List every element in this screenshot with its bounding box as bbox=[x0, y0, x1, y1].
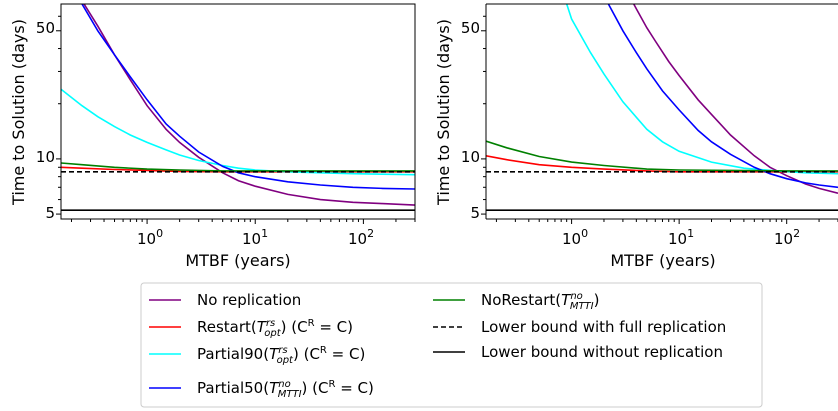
right-plot-lines bbox=[486, 4, 838, 211]
right-ytick-label-5: 5 bbox=[470, 204, 480, 222]
left-plot-lines bbox=[61, 4, 415, 211]
legend-frame bbox=[140, 282, 763, 408]
legend-label-no-replication: No replication bbox=[197, 291, 301, 309]
left-ticks bbox=[56, 15, 416, 224]
series-line-no-replication bbox=[83, 4, 415, 206]
legend-label-partial90: Partial90(Trs opt) (CR = C) bbox=[197, 345, 365, 366]
left-xtick-label-10-0: 100 bbox=[137, 227, 163, 248]
series-line-partial50 bbox=[81, 4, 415, 190]
right-yaxis-title: Time to Solution (days) bbox=[434, 19, 453, 206]
legend-label-lower-bound-without: Lower bound without replication bbox=[481, 343, 723, 361]
left-xaxis-title: MTBF (years) bbox=[185, 251, 290, 270]
right-xaxis-title: MTBF (years) bbox=[610, 251, 715, 270]
left-panel: 50 10 5 100 101 102 MTBF (years) Time to… bbox=[9, 3, 416, 270]
right-xtick-label-10-1: 101 bbox=[668, 227, 694, 248]
series-line-norestart bbox=[486, 140, 838, 172]
legend-label-partial50: Partial50(Tno MTTI) (CR = C) bbox=[197, 379, 374, 400]
series-line-partial50 bbox=[607, 4, 838, 189]
right-ytick-label-10: 10 bbox=[461, 148, 480, 166]
left-plot-frame bbox=[60, 3, 416, 220]
series-line-partial90 bbox=[61, 88, 415, 176]
right-ticks bbox=[481, 15, 838, 224]
legend-label-lower-bound-full: Lower bound with full replication bbox=[481, 318, 726, 336]
series-line-no-replication bbox=[632, 4, 838, 194]
right-xtick-label-10-2: 102 bbox=[774, 227, 800, 248]
left-ytick-label-5: 5 bbox=[45, 204, 55, 222]
legend-label-restart: Restart(Trs opt) (CR = C) bbox=[197, 318, 353, 339]
right-xtick-label-10-0: 100 bbox=[562, 227, 588, 248]
left-ytick-label-10: 10 bbox=[36, 148, 55, 166]
legend: No replication Restart(Trs opt) (CR = C) … bbox=[140, 282, 763, 408]
left-ytick-label-50: 50 bbox=[36, 19, 55, 37]
left-xtick-label-10-1: 101 bbox=[242, 227, 268, 248]
series-line-norestart bbox=[61, 162, 415, 172]
legend-label-norestart: NoRestart(Tno MTTI) bbox=[481, 291, 599, 312]
right-panel: 50 10 5 100 101 102 MTBF (years) Time to… bbox=[434, 3, 838, 270]
left-yaxis-title: Time to Solution (days) bbox=[9, 19, 28, 206]
series-line-partial90 bbox=[565, 4, 838, 175]
right-ytick-label-50: 50 bbox=[461, 19, 480, 37]
left-xtick-label-10-2: 102 bbox=[348, 227, 374, 248]
